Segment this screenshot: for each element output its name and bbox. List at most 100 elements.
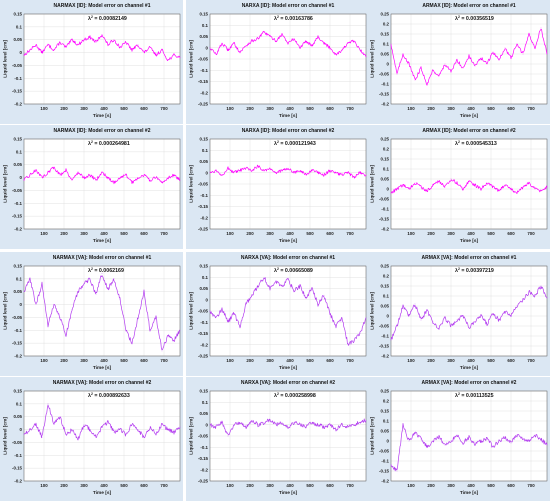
data-point bbox=[414, 182, 416, 184]
data-point bbox=[65, 434, 67, 436]
plot-area bbox=[391, 266, 547, 356]
series-line bbox=[23, 404, 181, 441]
data-point bbox=[456, 59, 458, 61]
data-point bbox=[402, 184, 404, 186]
data-point bbox=[125, 434, 127, 436]
y-tick-label: -0.1 bbox=[14, 453, 22, 458]
x-tick-label: 600 bbox=[507, 358, 515, 363]
data-point bbox=[305, 426, 307, 428]
data-point bbox=[59, 317, 61, 318]
data-point bbox=[510, 442, 512, 444]
y-tick-label: -0.1 bbox=[200, 193, 208, 198]
x-tick-label: 600 bbox=[140, 231, 148, 236]
data-point bbox=[245, 426, 247, 428]
chart-title: NARMAX [ID]: Model error on channel #1 bbox=[54, 3, 151, 9]
y-tick-label: 0 bbox=[387, 187, 390, 192]
chart-title: NARMAX [VA]: Model error on channel #2 bbox=[53, 380, 152, 386]
data-point bbox=[480, 188, 482, 190]
data-point bbox=[239, 326, 241, 328]
y-tick-label: 0 bbox=[20, 175, 23, 180]
x-tick-label: 200 bbox=[427, 106, 435, 111]
x-tick-label: 200 bbox=[427, 483, 435, 488]
data-point bbox=[402, 424, 404, 426]
y-tick-label: 0.15 bbox=[13, 137, 22, 142]
data-point bbox=[59, 174, 61, 176]
lambda-annotation: λ2 = 0.00113525 bbox=[455, 392, 494, 399]
data-point bbox=[113, 182, 115, 184]
y-axis-label: Liquid level [cm] bbox=[3, 417, 9, 455]
x-axis-label: Time [s] bbox=[279, 238, 298, 244]
data-point bbox=[83, 424, 85, 425]
data-point bbox=[510, 315, 512, 317]
lambda-annotation: λ2 = 0.000258998 bbox=[274, 392, 316, 399]
x-tick-label: 600 bbox=[507, 106, 515, 111]
y-tick-label: 0.05 bbox=[380, 429, 389, 434]
y-tick-label: 0.05 bbox=[13, 289, 22, 294]
y-tick-label: -0.25 bbox=[198, 227, 209, 232]
data-point bbox=[293, 38, 295, 40]
data-point bbox=[390, 43, 392, 45]
data-point bbox=[528, 182, 530, 184]
y-tick-label: 0 bbox=[20, 427, 23, 432]
data-point bbox=[522, 53, 524, 55]
data-point bbox=[161, 350, 163, 352]
axes-frame bbox=[23, 265, 181, 357]
data-point bbox=[329, 47, 331, 49]
data-point bbox=[89, 278, 91, 280]
y-tick-label: -0.1 bbox=[200, 445, 208, 450]
data-point bbox=[23, 434, 25, 436]
y-tick-label: 0.2 bbox=[383, 147, 390, 152]
y-tick-label: -0.15 bbox=[198, 456, 209, 461]
data-point bbox=[29, 429, 31, 430]
x-tick-label: 500 bbox=[120, 483, 128, 488]
data-point bbox=[426, 446, 428, 448]
x-tick-label: 400 bbox=[100, 231, 108, 236]
x-tick-label: 200 bbox=[246, 106, 254, 111]
data-point bbox=[546, 53, 548, 55]
data-point bbox=[293, 290, 295, 292]
y-tick-label: 0 bbox=[206, 45, 209, 50]
chart-panel-9: -0.2 -0.15 -0.1 -0.05 0 0.05 0.1 0.15 0.2 0.25 100… bbox=[367, 252, 550, 376]
data-point bbox=[311, 45, 313, 46]
data-point bbox=[293, 172, 295, 174]
plot-area bbox=[24, 139, 180, 229]
data-point bbox=[143, 174, 145, 176]
data-point bbox=[167, 177, 169, 178]
data-point bbox=[137, 317, 139, 318]
data-point bbox=[329, 424, 331, 426]
data-point bbox=[420, 186, 422, 188]
series-line bbox=[390, 423, 548, 472]
y-tick-label: -0.05 bbox=[12, 63, 23, 68]
y-axis-label: Liquid level [cm] bbox=[3, 292, 9, 330]
x-tick-label: 200 bbox=[427, 358, 435, 363]
y-axis-label: Liquid level [cm] bbox=[3, 165, 9, 203]
data-point bbox=[522, 299, 524, 301]
y-tick-label: 0.1 bbox=[16, 276, 23, 281]
data-point bbox=[462, 442, 464, 444]
y-tick-label: -0.1 bbox=[381, 334, 389, 339]
x-tick-label: 300 bbox=[80, 483, 88, 488]
x-tick-label: 600 bbox=[140, 106, 148, 111]
data-point bbox=[408, 63, 410, 65]
x-tick-label: 300 bbox=[266, 483, 274, 488]
data-point bbox=[89, 36, 91, 38]
data-point bbox=[341, 174, 343, 176]
data-point bbox=[359, 49, 361, 51]
x-tick-label: 400 bbox=[286, 358, 294, 363]
data-point bbox=[341, 317, 343, 319]
x-tick-label: 700 bbox=[346, 358, 354, 363]
x-tick-label: 700 bbox=[527, 483, 535, 488]
y-tick-label: -0.1 bbox=[381, 207, 389, 212]
data-point bbox=[468, 436, 470, 438]
data-point bbox=[414, 432, 416, 434]
data-point bbox=[299, 424, 301, 426]
y-tick-label: 0.1 bbox=[383, 294, 390, 299]
y-tick-label: 0.05 bbox=[380, 52, 389, 57]
x-tick-label: 100 bbox=[40, 106, 48, 111]
data-point bbox=[119, 299, 121, 300]
data-point bbox=[269, 419, 271, 421]
data-point bbox=[287, 426, 289, 428]
data-point bbox=[233, 42, 235, 44]
data-point bbox=[41, 283, 43, 285]
y-tick-label: 0.25 bbox=[380, 137, 389, 142]
